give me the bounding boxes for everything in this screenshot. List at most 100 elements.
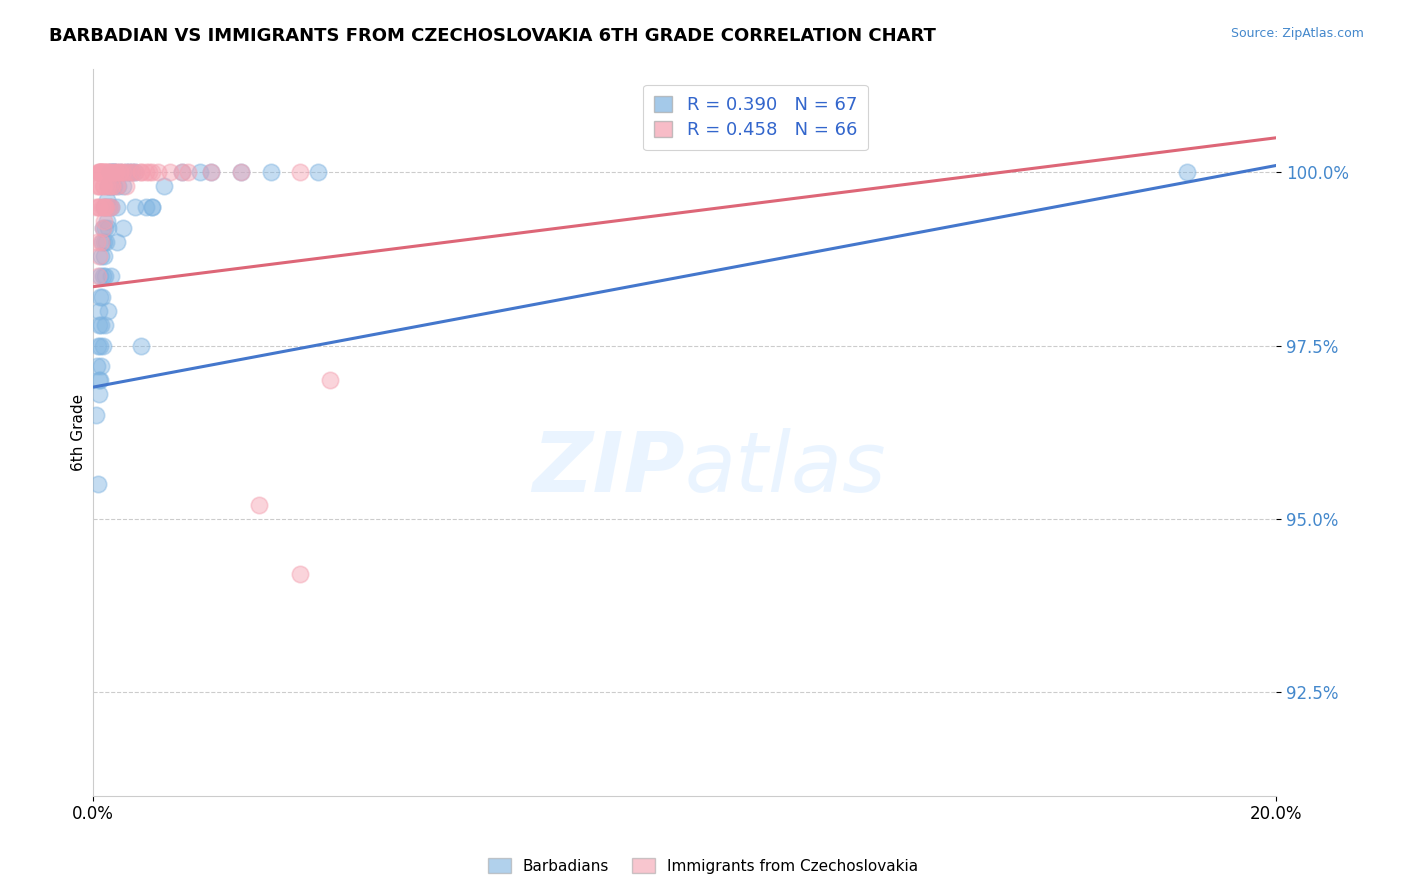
Point [97,304,120,318]
Point [87,165,110,179]
Point [103,165,125,179]
Point [91,165,114,179]
Text: ZIP: ZIP [531,428,685,509]
Point [1177,165,1199,179]
Point [103,179,125,194]
Point [90,235,112,249]
Point [94,269,117,284]
Point [94,318,117,332]
Point [159,165,181,179]
Point [96,179,118,194]
Point [86,179,108,194]
Point [91,290,114,304]
Point [93,179,115,194]
Text: BARBADIAN VS IMMIGRANTS FROM CZECHOSLOVAKIA 6TH GRADE CORRELATION CHART: BARBADIAN VS IMMIGRANTS FROM CZECHOSLOVA… [49,27,936,45]
Text: Source: ZipAtlas.com: Source: ZipAtlas.com [1230,27,1364,40]
Point [105,200,128,214]
Point [105,235,128,249]
Point [89,165,111,179]
Point [114,165,136,179]
Point [114,179,136,194]
Point [307,165,329,179]
Point [129,338,152,352]
Point [108,165,131,179]
Point [141,165,163,179]
Point [90,165,112,179]
Point [100,269,122,284]
Point [84,200,107,214]
Point [104,165,127,179]
Point [87,304,110,318]
Point [170,165,193,179]
Point [101,179,124,194]
Point [94,220,117,235]
Point [94,200,117,214]
Point [108,165,131,179]
Point [90,359,112,374]
Point [129,165,152,179]
Point [97,220,120,235]
Point [97,200,120,214]
Point [96,214,118,228]
Point [96,235,118,249]
Point [93,214,115,228]
Point [84,408,107,422]
Point [118,165,141,179]
Point [87,318,110,332]
Point [153,179,176,194]
Point [93,248,115,262]
Point [319,373,342,387]
Point [121,165,143,179]
Point [98,179,121,194]
Point [89,373,111,387]
Point [135,165,157,179]
Point [93,200,115,214]
Point [90,248,112,262]
Point [138,165,160,179]
Point [118,165,141,179]
Point [96,165,118,179]
Point [87,387,110,401]
Point [96,193,118,207]
Point [96,165,118,179]
Point [98,179,121,194]
Point [97,165,120,179]
Point [111,179,134,194]
Point [290,165,312,179]
Point [87,165,110,179]
Point [89,179,111,194]
Point [91,235,114,249]
Point [177,165,200,179]
Point [114,165,136,179]
Point [86,235,108,249]
Point [101,179,124,194]
Point [124,200,146,214]
Legend: R = 0.390   N = 67, R = 0.458   N = 66: R = 0.390 N = 67, R = 0.458 N = 66 [644,85,868,150]
Point [100,200,122,214]
Legend: Barbadians, Immigrants from Czechoslovakia: Barbadians, Immigrants from Czechoslovak… [481,852,925,880]
Point [259,165,281,179]
Point [87,338,110,352]
Point [90,165,112,179]
Point [229,165,252,179]
Point [121,165,143,179]
Point [129,165,152,179]
Point [170,165,193,179]
Point [290,567,312,582]
Point [103,165,125,179]
Point [90,318,112,332]
Point [89,165,111,179]
Point [91,200,114,214]
Point [101,179,124,194]
Point [141,200,163,214]
Point [89,290,111,304]
Point [93,165,115,179]
Point [247,498,270,512]
Point [91,179,114,194]
Y-axis label: 6th Grade: 6th Grade [72,393,86,471]
Point [89,338,111,352]
Point [108,165,131,179]
Point [96,200,118,214]
Point [104,165,127,179]
Point [86,359,108,374]
